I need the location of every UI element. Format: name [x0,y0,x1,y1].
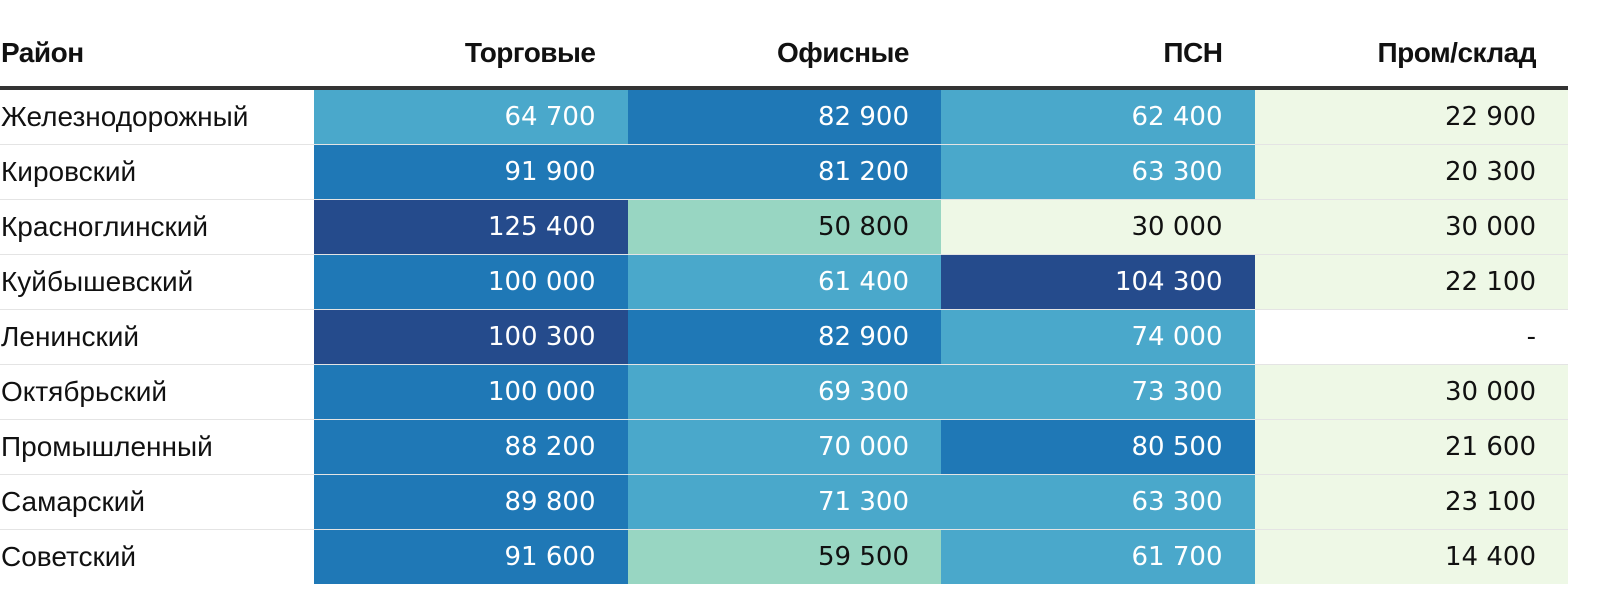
heatmap-cell-industrial: 23 100 [1254,474,1568,530]
heatmap-cell-industrial: 22 900 [1254,88,1568,145]
heatmap-cell-psn: 80 500 [941,419,1255,475]
column-header-office: Офисные [627,20,941,90]
table-row: Кировский 91 900 81 200 63 300 20 300 [0,144,1568,200]
table-row: Куйбышевский 100 000 61 400 104 300 22 100 [0,254,1568,310]
header-row: Район Торговые Офисные ПСН Пром/склад [0,20,1568,90]
heatmap-cell-office: 71 300 [627,474,941,530]
district-name: Куйбышевский [0,254,314,310]
heatmap-cell-psn: 62 400 [941,88,1255,145]
heatmap-cell-psn: 74 000 [941,309,1255,365]
heatmap-cell-industrial: 21 600 [1254,419,1568,475]
column-header-psn: ПСН [941,20,1255,90]
heatmap-cell-retail: 91 600 [314,529,628,584]
table-row: Ленинский 100 300 82 900 74 000- [0,309,1568,365]
column-header-district: Район [0,20,314,90]
heatmap-table-container: Район Торговые Офисные ПСН Пром/склад Же… [0,20,1568,584]
table-row: Красноглинский 125 400 50 800 30 000 30 000 [0,199,1568,255]
district-name: Промышленный [0,419,314,475]
district-name: Железнодорожный [0,88,314,145]
heatmap-cell-industrial: - [1254,309,1568,365]
heatmap-cell-office: 61 400 [627,254,941,310]
district-name: Красноглинский [0,199,314,255]
price-heatmap-table: Район Торговые Офисные ПСН Пром/склад Же… [0,20,1568,584]
table-row: Промышленный 88 200 70 000 80 500 21 600 [0,419,1568,475]
heatmap-cell-industrial: 22 100 [1254,254,1568,310]
heatmap-cell-industrial: 30 000 [1254,364,1568,420]
table-row: Советский 91 600 59 500 61 700 14 400 [0,529,1568,584]
heatmap-cell-retail: 88 200 [314,419,628,475]
heatmap-cell-retail: 100 000 [314,364,628,420]
heatmap-cell-retail: 64 700 [314,88,628,145]
table-body: Железнодорожный 64 700 82 900 62 400 22 900 К… [0,88,1568,584]
heatmap-cell-retail: 100 000 [314,254,628,310]
heatmap-cell-psn: 61 700 [941,529,1255,584]
heatmap-cell-office: 70 000 [627,419,941,475]
heatmap-cell-retail: 125 400 [314,199,628,255]
district-name: Октябрьский [0,364,314,420]
heatmap-cell-retail: 100 300 [314,309,628,365]
column-header-retail: Торговые [314,20,628,90]
heatmap-cell-psn: 63 300 [941,144,1255,200]
heatmap-cell-psn: 30 000 [941,199,1255,255]
heatmap-cell-psn: 73 300 [941,364,1255,420]
table-row: Самарский 89 800 71 300 63 300 23 100 [0,474,1568,530]
district-name: Советский [1,541,137,572]
heatmap-cell-office: 82 900 [627,88,941,145]
heatmap-cell-office: 81 200 [627,144,941,200]
heatmap-cell-office: 59 500 [627,529,941,584]
heatmap-cell-office: 82 900 [627,309,941,365]
heatmap-cell-industrial: 30 000 [1254,199,1568,255]
heatmap-cell-psn: 63 300 [941,474,1255,530]
district-name: Самарский [0,474,314,530]
heatmap-cell-psn: 104 300 [941,254,1255,310]
heatmap-cell-industrial: 14 400 [1254,529,1568,584]
district-name: Кировский [0,144,314,200]
heatmap-cell-office: 69 300 [627,364,941,420]
heatmap-cell-office: 50 800 [627,199,941,255]
heatmap-cell-industrial: 20 300 [1254,144,1568,200]
column-header-industrial: Пром/склад [1254,20,1568,90]
heatmap-cell-retail: 89 800 [314,474,628,530]
table-row: Октябрьский 100 000 69 300 73 300 30 000 [0,364,1568,420]
table-row: Железнодорожный 64 700 82 900 62 400 22 900 [0,88,1568,145]
district-name: Ленинский [0,309,314,365]
heatmap-cell-retail: 91 900 [314,144,628,200]
